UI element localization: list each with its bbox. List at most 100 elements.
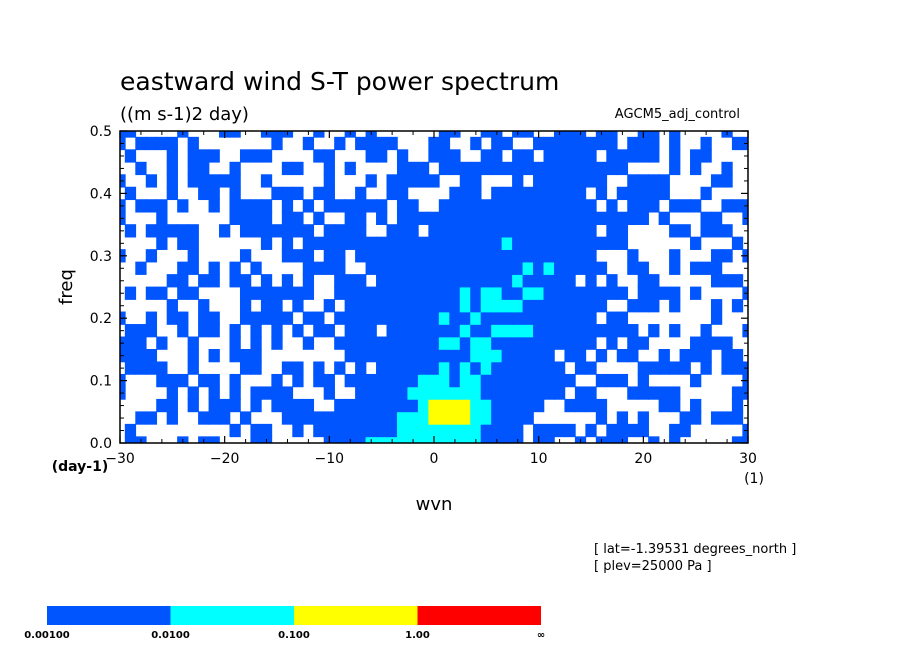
field-cell xyxy=(658,211,670,225)
field-cell xyxy=(239,411,252,425)
field-cell xyxy=(198,324,210,338)
field-cell xyxy=(491,149,503,163)
field-cell xyxy=(417,274,430,288)
field-cell xyxy=(166,174,178,188)
field-cell xyxy=(187,386,199,400)
field-cell xyxy=(271,324,283,338)
field-cell xyxy=(533,373,545,388)
field-cell xyxy=(543,199,555,213)
field-cell xyxy=(658,286,670,300)
field-cell xyxy=(648,131,660,138)
field-cell xyxy=(417,373,430,388)
field-cell xyxy=(135,199,147,213)
x-tick-label: −30 xyxy=(105,451,135,467)
field-cell xyxy=(710,174,723,188)
field-cell xyxy=(334,361,346,375)
field-cell xyxy=(721,199,733,213)
field-cell xyxy=(533,236,545,250)
field-cell xyxy=(239,199,252,213)
field-cell xyxy=(177,224,189,238)
field-cell xyxy=(135,324,147,338)
field-cell xyxy=(344,161,356,176)
y-unit-label: (day-1) xyxy=(52,459,109,475)
field-cell xyxy=(606,131,618,138)
field-cell xyxy=(731,386,744,400)
field-cell xyxy=(522,274,534,288)
field-cell xyxy=(407,373,419,388)
field-cell xyxy=(355,274,367,288)
field-cell xyxy=(459,161,472,176)
field-cell xyxy=(459,349,472,363)
field-cell xyxy=(574,286,587,300)
field-cell xyxy=(616,149,629,163)
field-cell xyxy=(470,349,482,363)
field-cell xyxy=(533,161,545,176)
field-cell xyxy=(355,311,367,325)
field-cell xyxy=(522,361,534,375)
field-cell xyxy=(543,324,555,338)
field-cell xyxy=(344,236,356,250)
field-cell xyxy=(365,299,377,313)
field-cell xyxy=(302,274,315,288)
field-cell xyxy=(459,236,472,250)
field-cell xyxy=(376,261,388,275)
field-cell xyxy=(606,436,618,443)
field-cell xyxy=(543,361,555,375)
field-cell xyxy=(386,299,398,313)
field-cell xyxy=(459,174,472,188)
field-cell xyxy=(648,199,660,213)
field-cell xyxy=(187,361,199,375)
field-cell xyxy=(208,186,220,201)
field-cell xyxy=(470,299,482,313)
field-cell xyxy=(302,249,315,263)
field-cell xyxy=(438,286,451,300)
field-cell xyxy=(417,411,430,425)
field-cell xyxy=(177,311,189,325)
field-cell xyxy=(522,131,534,138)
field-cell xyxy=(260,224,273,238)
field-cell xyxy=(376,249,388,263)
field-cell xyxy=(543,211,555,225)
field-cell xyxy=(574,211,587,225)
field-cell xyxy=(124,423,137,438)
field-cell xyxy=(428,423,440,438)
field-cell xyxy=(669,161,681,176)
field-cell xyxy=(480,373,492,388)
field-cell xyxy=(512,161,524,176)
field-cell xyxy=(480,398,492,413)
field-cell xyxy=(135,336,147,350)
field-cell xyxy=(187,261,199,275)
field-cell xyxy=(365,349,377,363)
field-cell xyxy=(386,224,398,238)
field-cell xyxy=(501,161,513,176)
field-cell xyxy=(616,161,629,176)
colorbar-label: ∞ xyxy=(537,630,545,641)
field-cell xyxy=(501,423,513,438)
field-cell xyxy=(281,286,294,300)
field-cell xyxy=(124,436,137,443)
field-cell xyxy=(595,136,608,151)
field-cell xyxy=(669,299,681,313)
field-cell xyxy=(491,398,503,413)
field-cell xyxy=(407,236,419,250)
field-cell xyxy=(208,274,220,288)
field-cell xyxy=(386,286,398,300)
field-cell xyxy=(449,286,461,300)
field-cell xyxy=(459,386,472,400)
field-cell xyxy=(470,186,482,201)
field-cell xyxy=(239,149,252,163)
field-cell xyxy=(428,398,440,413)
field-cell xyxy=(491,186,503,201)
field-cell xyxy=(616,236,629,250)
field-cell xyxy=(428,149,440,163)
field-cell xyxy=(533,186,545,201)
field-cell xyxy=(564,423,576,438)
field-cell xyxy=(292,361,304,375)
field-cell xyxy=(386,174,398,188)
field-cell xyxy=(700,149,712,163)
field-cell xyxy=(323,324,335,338)
field-cell xyxy=(449,373,461,388)
field-cell xyxy=(648,186,660,201)
y-tick-label: 0.5 xyxy=(90,124,112,140)
field-cell xyxy=(120,131,126,138)
